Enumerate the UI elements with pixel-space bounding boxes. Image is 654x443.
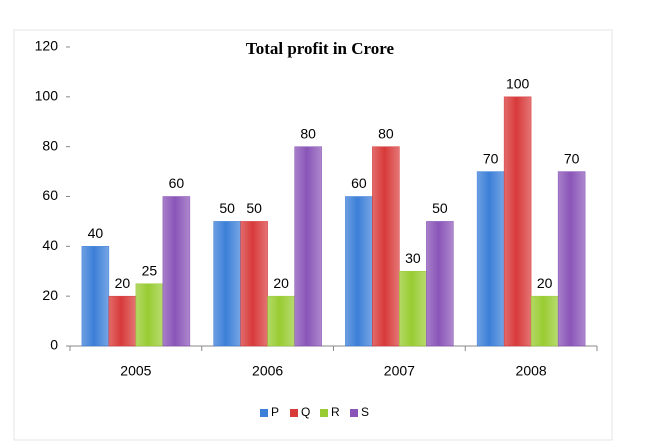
legend-swatch	[290, 409, 298, 417]
data-label: 80	[378, 125, 394, 141]
chart-title: Total profit in Crore	[246, 39, 395, 58]
legend-swatch	[260, 409, 268, 417]
bar	[426, 221, 454, 347]
bar	[81, 246, 110, 347]
x-tick-label: 2007	[384, 363, 415, 379]
bar	[372, 146, 400, 347]
bar	[345, 196, 373, 347]
bar	[135, 283, 164, 347]
bar	[294, 146, 322, 347]
data-label: 50	[246, 200, 262, 216]
bar	[108, 295, 137, 347]
data-label: 50	[432, 200, 448, 216]
data-label: 40	[88, 225, 104, 241]
y-tick-label: 120	[35, 38, 59, 54]
x-tick-label: 2006	[252, 363, 283, 379]
x-tick-label: 2005	[120, 363, 151, 379]
data-label: 70	[483, 150, 499, 166]
bar	[399, 271, 427, 347]
y-tick-label: 60	[42, 187, 58, 203]
bar	[213, 221, 241, 347]
data-label: 60	[351, 175, 367, 191]
data-label: 25	[142, 262, 158, 278]
x-tick-label: 2008	[516, 363, 547, 379]
data-label: 80	[300, 125, 316, 141]
data-label: 100	[506, 76, 530, 92]
bar	[503, 96, 532, 347]
legend-label: S	[361, 405, 369, 419]
data-label: 70	[564, 150, 580, 166]
data-label: 20	[537, 275, 553, 291]
data-label: 20	[273, 275, 289, 291]
y-tick-label: 20	[42, 287, 58, 303]
bar	[267, 295, 295, 347]
y-tick-label: 0	[50, 337, 58, 353]
bar	[162, 196, 191, 347]
bar	[557, 171, 586, 347]
y-tick-label: 80	[42, 137, 58, 153]
data-label: 20	[115, 275, 131, 291]
legend-label: R	[331, 405, 340, 419]
legend-label: P	[271, 405, 279, 419]
chart-frame	[13, 29, 613, 441]
legend-swatch	[320, 409, 328, 417]
bar	[476, 171, 505, 347]
data-label: 60	[169, 175, 185, 191]
y-tick-label: 100	[35, 88, 59, 104]
data-label: 30	[405, 250, 421, 266]
data-label: 50	[219, 200, 235, 216]
bar	[240, 221, 268, 347]
y-tick-label: 40	[42, 237, 58, 253]
legend-swatch	[350, 409, 358, 417]
legend-label: Q	[301, 405, 310, 419]
bar	[530, 295, 559, 347]
